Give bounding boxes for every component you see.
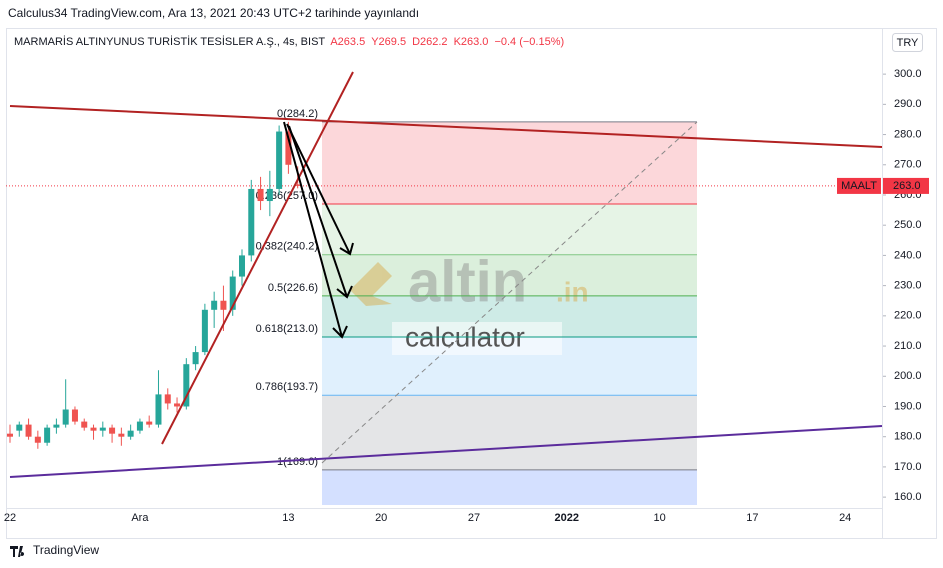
ohlc-value: A263.5 xyxy=(330,36,365,48)
fib-label: 0(284.2) xyxy=(277,108,318,120)
x-tick-label: 22 xyxy=(4,512,16,524)
fib-label: 0.618(213.0) xyxy=(256,323,318,335)
candle-body xyxy=(174,403,181,407)
x-tick-label: 10 xyxy=(653,512,665,524)
candle-body xyxy=(164,394,171,404)
watermark-box xyxy=(392,322,562,355)
candle-body xyxy=(146,421,153,425)
fib-trend-line xyxy=(321,121,698,464)
candle-body xyxy=(44,427,51,443)
candle-body xyxy=(201,309,208,353)
y-tick-label: 300.0 xyxy=(894,68,922,80)
y-tick-label: 190.0 xyxy=(894,400,922,412)
currency: TRY xyxy=(897,37,919,49)
candle-body xyxy=(118,433,125,437)
candle-body xyxy=(62,409,69,425)
candle-body xyxy=(294,184,301,186)
watermark: altin .in xyxy=(350,249,589,314)
x-tick-label: 17 xyxy=(746,512,758,524)
candle-body xyxy=(25,424,32,437)
candle-body xyxy=(183,364,190,407)
y-tick-label: 170.0 xyxy=(894,461,922,473)
symbol-tag-label: MAALT xyxy=(841,180,877,192)
candle-body xyxy=(90,427,97,431)
y-tick-label: 250.0 xyxy=(894,219,922,231)
symbol-tag xyxy=(837,177,881,194)
fib-zone xyxy=(322,121,697,205)
ohlc-value: K263.0 xyxy=(454,36,489,48)
candle-body xyxy=(34,436,41,443)
candle-body xyxy=(127,430,134,437)
candle-body xyxy=(136,421,143,431)
price-tag xyxy=(883,177,929,194)
candle-body xyxy=(109,427,116,434)
x-tick-label: Ara xyxy=(131,512,149,524)
arrows xyxy=(283,121,354,339)
x-tick-label: 20 xyxy=(375,512,387,524)
watermark-suffix: .in xyxy=(556,276,589,307)
candle-body xyxy=(71,409,78,422)
candle-body xyxy=(257,188,264,202)
candle-body xyxy=(155,394,162,425)
footer-brand: TradingView xyxy=(33,543,99,557)
watermark-logo xyxy=(350,262,392,306)
ohlc-value: Y269.5 xyxy=(371,36,406,48)
fib-label: 0.382(240.2) xyxy=(256,241,318,253)
candle-body xyxy=(192,352,199,365)
y-tick-label: 220.0 xyxy=(894,310,922,322)
y-tick-label: 290.0 xyxy=(894,98,922,110)
fib-zone xyxy=(322,395,697,470)
candle-body xyxy=(248,188,255,256)
y-tick-label: 180.0 xyxy=(894,431,922,443)
y-tick-label: 160.0 xyxy=(894,491,922,503)
x-tick-label: 13 xyxy=(282,512,294,524)
ohlc-value: −0.4 (−0.15%) xyxy=(494,36,564,48)
candle-body xyxy=(239,255,245,277)
candle-body xyxy=(7,433,13,437)
candle-body xyxy=(53,424,60,428)
y-tick-label: 240.0 xyxy=(894,249,922,261)
candle-body xyxy=(81,421,88,428)
fib-label: 0.786(193.7) xyxy=(256,381,318,393)
candle-body xyxy=(211,300,218,310)
candle-body xyxy=(16,424,23,431)
fib-label: 0.5(226.6) xyxy=(268,282,318,294)
x-tick-label: 27 xyxy=(468,512,480,524)
channel-line xyxy=(9,425,883,478)
footer-logo xyxy=(10,546,25,557)
support-line xyxy=(161,71,354,445)
candle-body xyxy=(276,131,283,189)
chart-frame xyxy=(6,28,937,539)
watermark-brand: altin xyxy=(408,249,527,314)
symbol-readout: MARMARİS ALTINYUNUS TURİSTİK TESİSLER A.… xyxy=(14,35,564,48)
price-tag-label: 263.0 xyxy=(893,180,921,192)
symbol-title: MARMARİS ALTINYUNUS TURİSTİK TESİSLER A.… xyxy=(14,35,325,48)
candle-body xyxy=(266,188,273,202)
resistance-line xyxy=(9,105,883,148)
currency-box[interactable] xyxy=(892,33,923,52)
y-tick-label: 210.0 xyxy=(894,340,922,352)
fib-zone xyxy=(322,254,697,296)
candle-body xyxy=(285,131,292,165)
x-tick-label: 2022 xyxy=(555,512,579,524)
candle-body xyxy=(99,427,106,431)
candle-body xyxy=(220,300,227,310)
y-tick-label: 230.0 xyxy=(894,280,922,292)
publish-note: Calculus34 TradingView.com, Ara 13, 2021… xyxy=(8,6,419,20)
fib-zone xyxy=(322,469,697,505)
fib-zones xyxy=(322,121,697,505)
axes: 160.0 170.0 180.0 190.0 200.0 210.0 220.0 230.0… xyxy=(4,68,929,524)
candle-body xyxy=(229,276,236,310)
y-tick-label: 280.0 xyxy=(894,128,922,140)
ohlc-value: D262.2 xyxy=(412,36,447,48)
fib-zone xyxy=(322,204,697,255)
y-tick-label: 200.0 xyxy=(894,370,922,382)
x-tick-label: 24 xyxy=(839,512,851,524)
y-tick-label: 270.0 xyxy=(894,159,922,171)
plot: 0(284.2)0.236(257.0)0.382(240.2)0.5(226.… xyxy=(6,108,882,471)
